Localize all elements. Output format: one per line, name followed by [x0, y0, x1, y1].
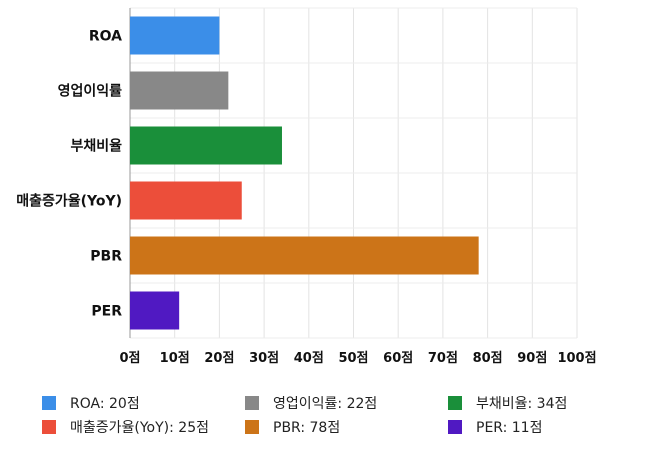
- legend-label-roa: ROA: 20점: [70, 396, 140, 412]
- legend-item-roa: ROA: 20점: [42, 393, 140, 413]
- bar-4: [130, 236, 479, 275]
- legend-item-sales-growth: 매출증가율(YoY): 25점: [42, 417, 209, 437]
- x-tick-label-7: 70점: [428, 351, 458, 366]
- legend-swatch-sales-growth: [42, 420, 56, 434]
- x-tick-label-2: 20점: [204, 351, 234, 366]
- legend-swatch-per: [448, 420, 462, 434]
- bar-2: [130, 126, 282, 165]
- legend-label-operating-margin: 영업이익률: 22점: [273, 396, 378, 412]
- legend-label-sales-growth: 매출증가율(YoY): 25점: [70, 420, 209, 436]
- x-tick-label-4: 40점: [294, 351, 324, 366]
- x-tick-label-0: 0점: [119, 351, 140, 366]
- legend-item-pbr: PBR: 78점: [245, 417, 340, 437]
- x-tick-label-3: 30점: [249, 351, 279, 366]
- category-label-1: 영업이익률: [58, 83, 123, 100]
- legend-item-debt-ratio: 부채비율: 34점: [448, 393, 567, 413]
- category-label-5: PER: [91, 304, 122, 320]
- legend-swatch-pbr: [245, 420, 259, 434]
- category-label-0: ROA: [89, 29, 122, 45]
- bar-3: [130, 181, 242, 220]
- legend-label-pbr: PBR: 78점: [273, 420, 341, 436]
- legend: ROA: 20점 영업이익률: 22점 부채비율: 34점 매출증가율(YoY)…: [0, 390, 650, 440]
- category-label-3: 매출증가율(YoY): [16, 193, 122, 210]
- x-tick-label-8: 80점: [473, 351, 503, 366]
- legend-item-operating-margin: 영업이익률: 22점: [245, 393, 377, 413]
- x-tick-label-6: 60점: [383, 351, 413, 366]
- x-tick-label-5: 50점: [338, 351, 368, 366]
- legend-swatch-debt-ratio: [448, 396, 462, 410]
- legend-label-per: PER: 11점: [476, 420, 543, 436]
- x-tick-label-9: 90점: [517, 351, 547, 366]
- x-tick-label-1: 10점: [160, 351, 190, 366]
- category-label-2: 부채비율: [70, 138, 122, 155]
- legend-swatch-operating-margin: [245, 396, 259, 410]
- bar-1: [130, 71, 229, 110]
- category-label-4: PBR: [90, 249, 122, 265]
- bar-5: [130, 291, 180, 330]
- legend-label-debt-ratio: 부채비율: 34점: [476, 396, 568, 412]
- legend-item-per: PER: 11점: [448, 417, 542, 437]
- x-tick-label-10: 100점: [557, 351, 596, 366]
- bar-0: [130, 16, 220, 55]
- legend-swatch-roa: [42, 396, 56, 410]
